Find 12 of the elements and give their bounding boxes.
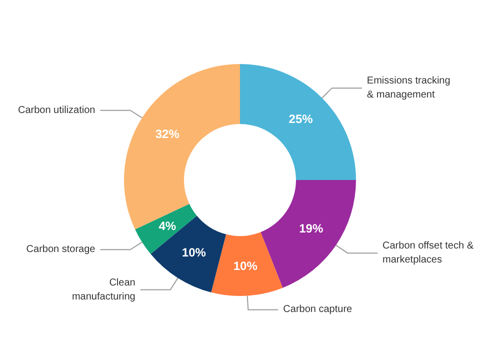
slice-label: Carbon utilization <box>18 104 96 116</box>
data-label: 25% <box>288 112 314 126</box>
slice-label: Carbon offset tech & marketplaces <box>382 240 474 266</box>
data-label: 10% <box>233 258 258 273</box>
slice-label: Carbon capture <box>283 304 353 316</box>
data-label: 4% <box>158 219 176 234</box>
slice-label: Carbon storage <box>26 244 96 256</box>
data-label: 19% <box>299 221 324 236</box>
slice-label: Emissions tracking & management <box>366 76 450 101</box>
slice-label: Clean manufacturing <box>72 277 136 302</box>
data-label: 32% <box>155 126 180 141</box>
data-label: 10% <box>182 246 206 260</box>
